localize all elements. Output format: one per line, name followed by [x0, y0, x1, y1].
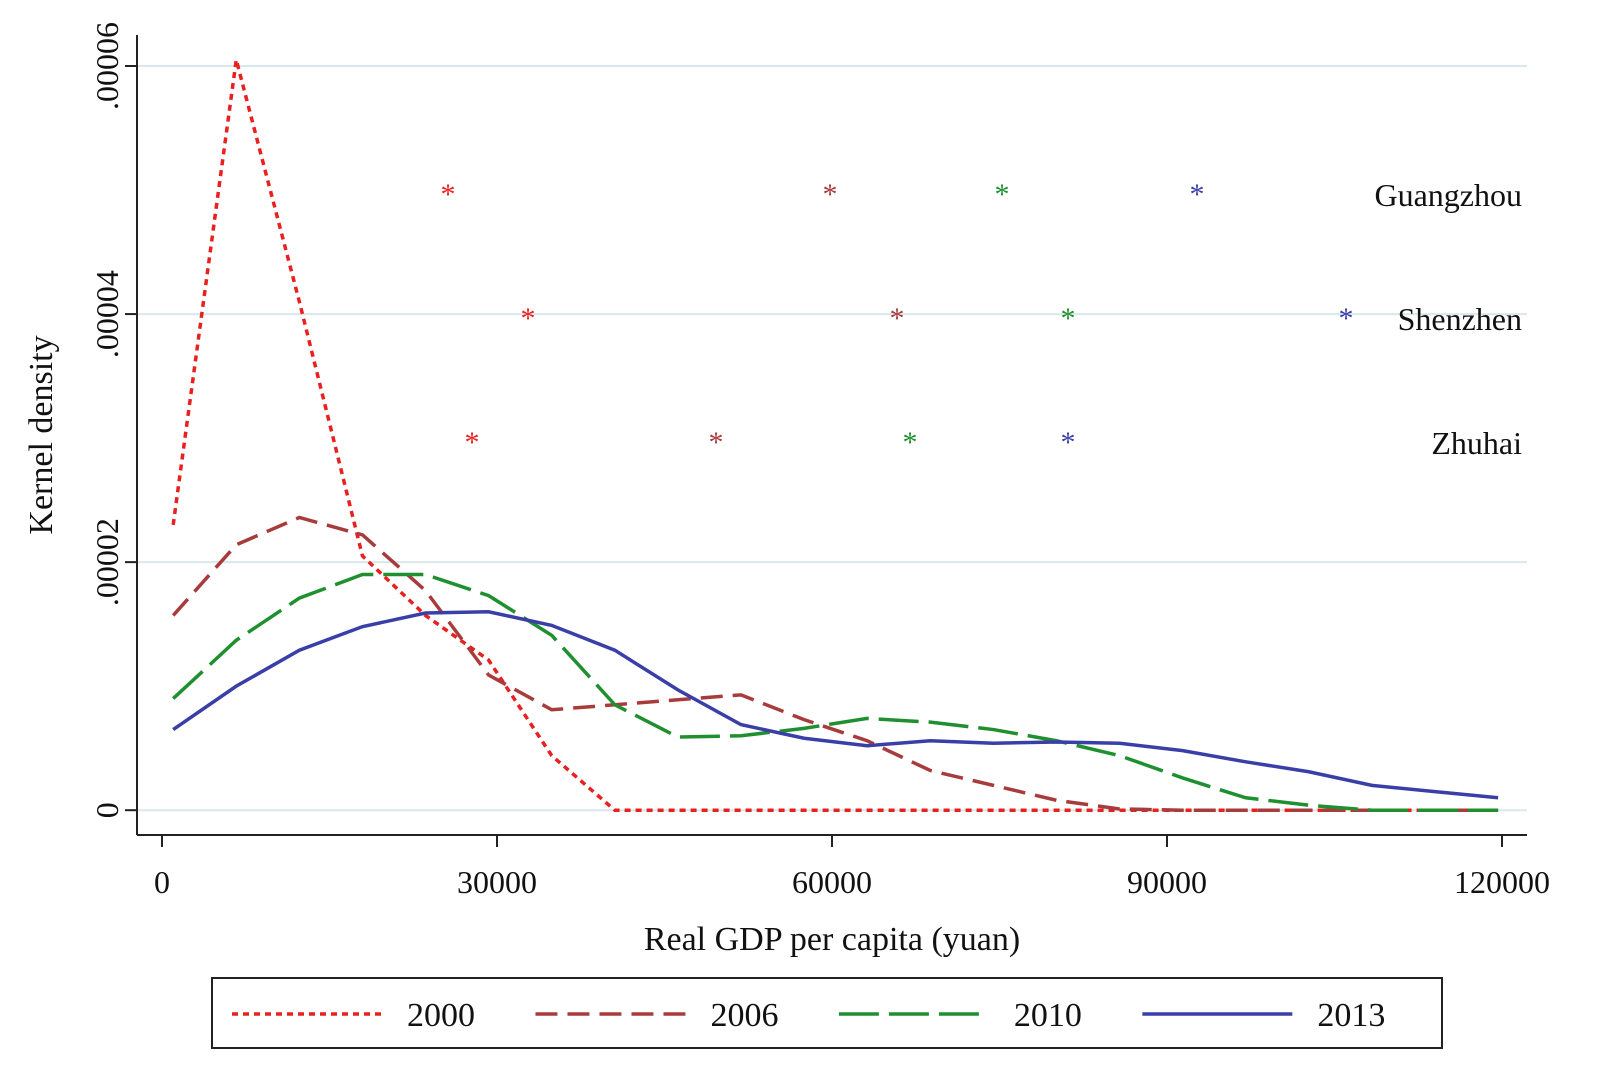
- city-marker: *: [1060, 302, 1075, 335]
- city-label: Zhuhai: [1431, 425, 1522, 461]
- x-tick-label: 0: [154, 864, 170, 900]
- legend-label: 2006: [710, 997, 778, 1034]
- legend-label: 2013: [1317, 997, 1385, 1034]
- city-marker: *: [1060, 426, 1075, 459]
- data-line: [171, 572, 1499, 812]
- city-marker: *: [903, 426, 918, 459]
- x-tick-label: 120000: [1454, 864, 1550, 900]
- y-axis-label: Kernel density: [23, 335, 60, 534]
- city-label: Shenzhen: [1398, 301, 1522, 337]
- city-marker: *: [708, 426, 723, 459]
- legend-box: [211, 977, 1443, 1049]
- y-tick-label: .00006: [89, 22, 125, 110]
- city-marker: *: [1190, 178, 1205, 211]
- data-line: [171, 59, 1499, 812]
- x-tick-label: 30000: [457, 864, 537, 900]
- y-tick-label: .00004: [89, 270, 125, 358]
- city-marker: *: [464, 426, 479, 459]
- city-marker: *: [440, 178, 455, 211]
- city-marker: *: [521, 302, 536, 335]
- city-marker: *: [889, 302, 904, 335]
- data-line: [171, 515, 1499, 812]
- city-marker: *: [822, 178, 837, 211]
- legend-label: 2000: [407, 997, 475, 1034]
- x-tick-label: 60000: [792, 864, 872, 900]
- data-line: [172, 609, 1499, 800]
- city-marker: *: [994, 178, 1009, 211]
- y-tick-label: .00002: [89, 518, 125, 606]
- city-marker: *: [1338, 302, 1353, 335]
- x-tick-label: 90000: [1127, 864, 1207, 900]
- y-tick-label: 0: [89, 802, 125, 818]
- city-label: Guangzhou: [1374, 177, 1522, 213]
- x-axis-label: Real GDP per capita (yuan): [644, 921, 1020, 958]
- legend-label: 2010: [1014, 997, 1082, 1034]
